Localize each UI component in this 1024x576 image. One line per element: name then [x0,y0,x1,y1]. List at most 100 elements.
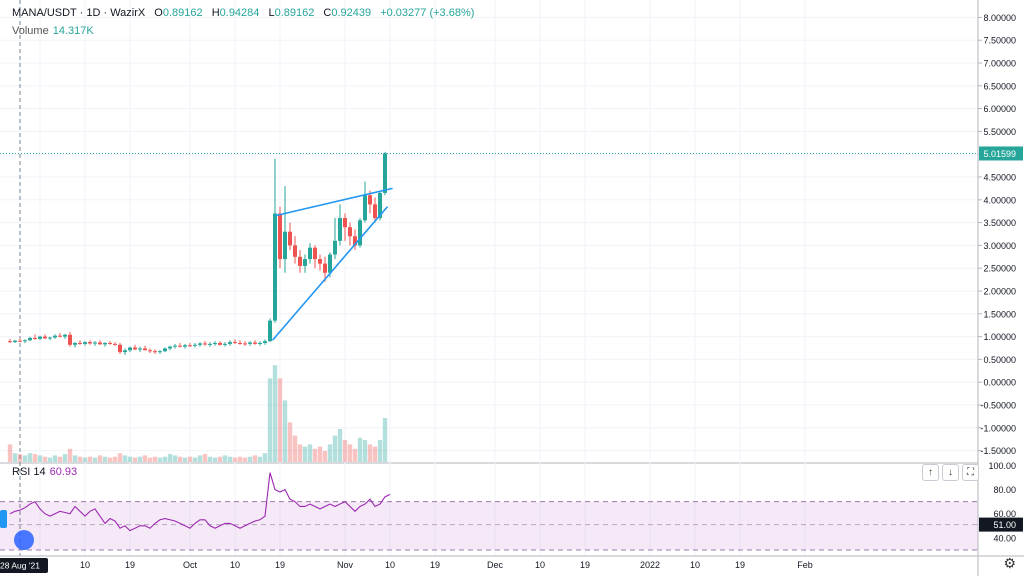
time-tick-label: Nov [337,560,354,570]
pane-maximize-button[interactable]: ⛶ [962,464,979,481]
volume-bar [127,456,133,462]
pane-up-button[interactable]: ↑ [922,464,939,481]
volume-bar [267,378,273,462]
candle [253,340,257,345]
candle [278,206,282,269]
volume-bar [17,454,23,462]
volume-bar [102,456,108,462]
high-key: H [211,7,220,19]
volume-bar [297,444,303,462]
volume-bar [197,455,203,462]
candle-body [323,263,327,273]
candle-body [218,342,222,345]
candle-body [78,342,82,344]
candle [243,341,247,346]
crosshair-date-badge [0,558,48,573]
candle-body [53,335,57,338]
rsi-pane [0,472,978,551]
time-tick-label: 10 [535,560,545,570]
candle-body [163,348,167,352]
volume-bar [382,418,388,462]
candlestick-series [8,151,387,355]
price-tick-label: 7.50000 [983,36,1016,46]
candle-body [123,350,127,353]
volume-bar [67,448,73,462]
candle-body [233,342,237,344]
rsi-label[interactable]: RSI 14 [12,466,46,478]
volume-bar [342,440,348,462]
volume-bar [182,457,188,462]
candle [118,342,122,354]
candle-body [33,337,37,339]
volume-bar [272,365,278,462]
candle-body [138,348,142,350]
candle-body [178,345,182,347]
candle [353,229,357,250]
volume-bar [247,456,253,462]
candle [103,342,107,347]
wedge-trendlines[interactable] [271,187,393,341]
price-tick-label: 7.00000 [983,59,1016,69]
volume-bar [112,456,118,462]
candle [263,339,267,345]
volume-bar [212,457,218,462]
volume-bar [367,444,373,462]
candle-body [168,346,172,349]
candle [313,245,317,269]
candle-body [283,231,287,260]
candle [158,350,162,354]
candle-body [228,342,232,344]
price-tick-label: 6.50000 [983,81,1016,91]
volume-bar [362,440,368,462]
candle [143,345,147,351]
candle-body [188,345,192,347]
candle [363,181,367,223]
volume-bar [337,429,343,462]
price-tick-label: 3.50000 [983,218,1016,228]
candle [133,344,137,351]
price-tick-label: 4.50000 [983,173,1016,183]
candle-body [108,342,112,344]
volume-bar [12,453,18,462]
candle-body [288,231,292,246]
price-tick-label: 2.00000 [983,287,1016,297]
time-tick-label: 10 [690,560,700,570]
time-axis[interactable]: Sep1019Oct1019Nov1019Dec101920221019Feb2… [0,555,1024,573]
volume-bar [72,455,78,462]
candle-body [268,320,272,342]
price-tick-label: 3.00000 [983,241,1016,251]
candle [58,332,62,338]
price-axis[interactable]: 8.00000 7.50000 7.00000 6.50000 6.00000 5.500… [977,0,1023,576]
volume-bar [57,456,63,462]
volume-bar [47,457,53,462]
volume-bar [147,457,153,462]
settings-gear-icon[interactable]: ⚙ [1003,555,1016,571]
price-tick-label: 5.50000 [983,127,1016,137]
volume-bar [287,422,293,462]
candle [113,342,117,346]
rsi-value: 60.93 [49,466,78,478]
candle [193,342,197,348]
candle [78,340,82,345]
volume-bar [372,446,378,462]
symbol-title[interactable]: MANA/USDT · 1D · WazirX [12,7,146,19]
volume-bar [327,444,333,462]
pane-down-button[interactable]: ↓ [942,464,959,481]
volume-bar [172,455,178,462]
candle [383,151,387,196]
left-pane-handle[interactable] [0,510,7,528]
rsi-current-badge [979,517,1023,532]
volume-bar [122,455,128,462]
candle-body [208,343,212,345]
candle [43,334,47,339]
candle [128,346,132,353]
candle [273,158,277,323]
candle [53,334,57,339]
candle [13,339,17,343]
candle [178,342,182,348]
candle-body [213,342,217,344]
candle [108,341,112,345]
candle [198,342,202,347]
volume-bar [332,435,338,462]
